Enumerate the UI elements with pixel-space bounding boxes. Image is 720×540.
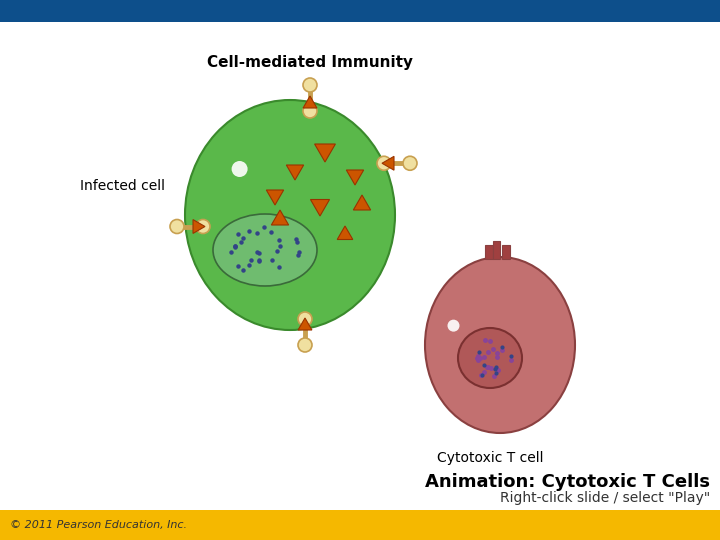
Circle shape [377, 156, 391, 170]
Circle shape [170, 219, 184, 233]
Ellipse shape [425, 257, 575, 433]
Polygon shape [337, 226, 353, 240]
Circle shape [448, 320, 459, 332]
Circle shape [298, 338, 312, 352]
Bar [0, 510, 720, 540]
Polygon shape [303, 96, 317, 108]
Bar [493, 241, 500, 259]
Circle shape [196, 219, 210, 233]
Polygon shape [310, 199, 330, 216]
Polygon shape [193, 220, 205, 233]
Circle shape [303, 78, 317, 92]
Polygon shape [382, 156, 394, 170]
Ellipse shape [458, 328, 522, 388]
Text: Animation: Cytotoxic T Cells: Animation: Cytotoxic T Cells [425, 473, 710, 491]
Polygon shape [315, 144, 336, 162]
Polygon shape [271, 210, 289, 225]
Ellipse shape [213, 214, 317, 286]
Ellipse shape [185, 100, 395, 330]
Circle shape [298, 312, 312, 326]
Polygon shape [298, 318, 312, 330]
Bar [485, 245, 493, 259]
Polygon shape [354, 195, 371, 210]
Text: © 2011 Pearson Education, Inc.: © 2011 Pearson Education, Inc. [10, 520, 187, 530]
Text: Right-click slide / select "Play": Right-click slide / select "Play" [500, 491, 710, 505]
Polygon shape [287, 165, 304, 180]
Text: Cytotoxic T cell: Cytotoxic T cell [437, 451, 544, 465]
Polygon shape [346, 170, 364, 185]
Bar [502, 245, 510, 259]
Bar [0, 0, 720, 22]
Circle shape [403, 156, 417, 170]
Text: Cell-mediated Immunity: Cell-mediated Immunity [207, 55, 413, 70]
Circle shape [303, 104, 317, 118]
Text: Infected cell: Infected cell [80, 179, 165, 193]
Polygon shape [266, 190, 284, 205]
Circle shape [232, 161, 248, 177]
